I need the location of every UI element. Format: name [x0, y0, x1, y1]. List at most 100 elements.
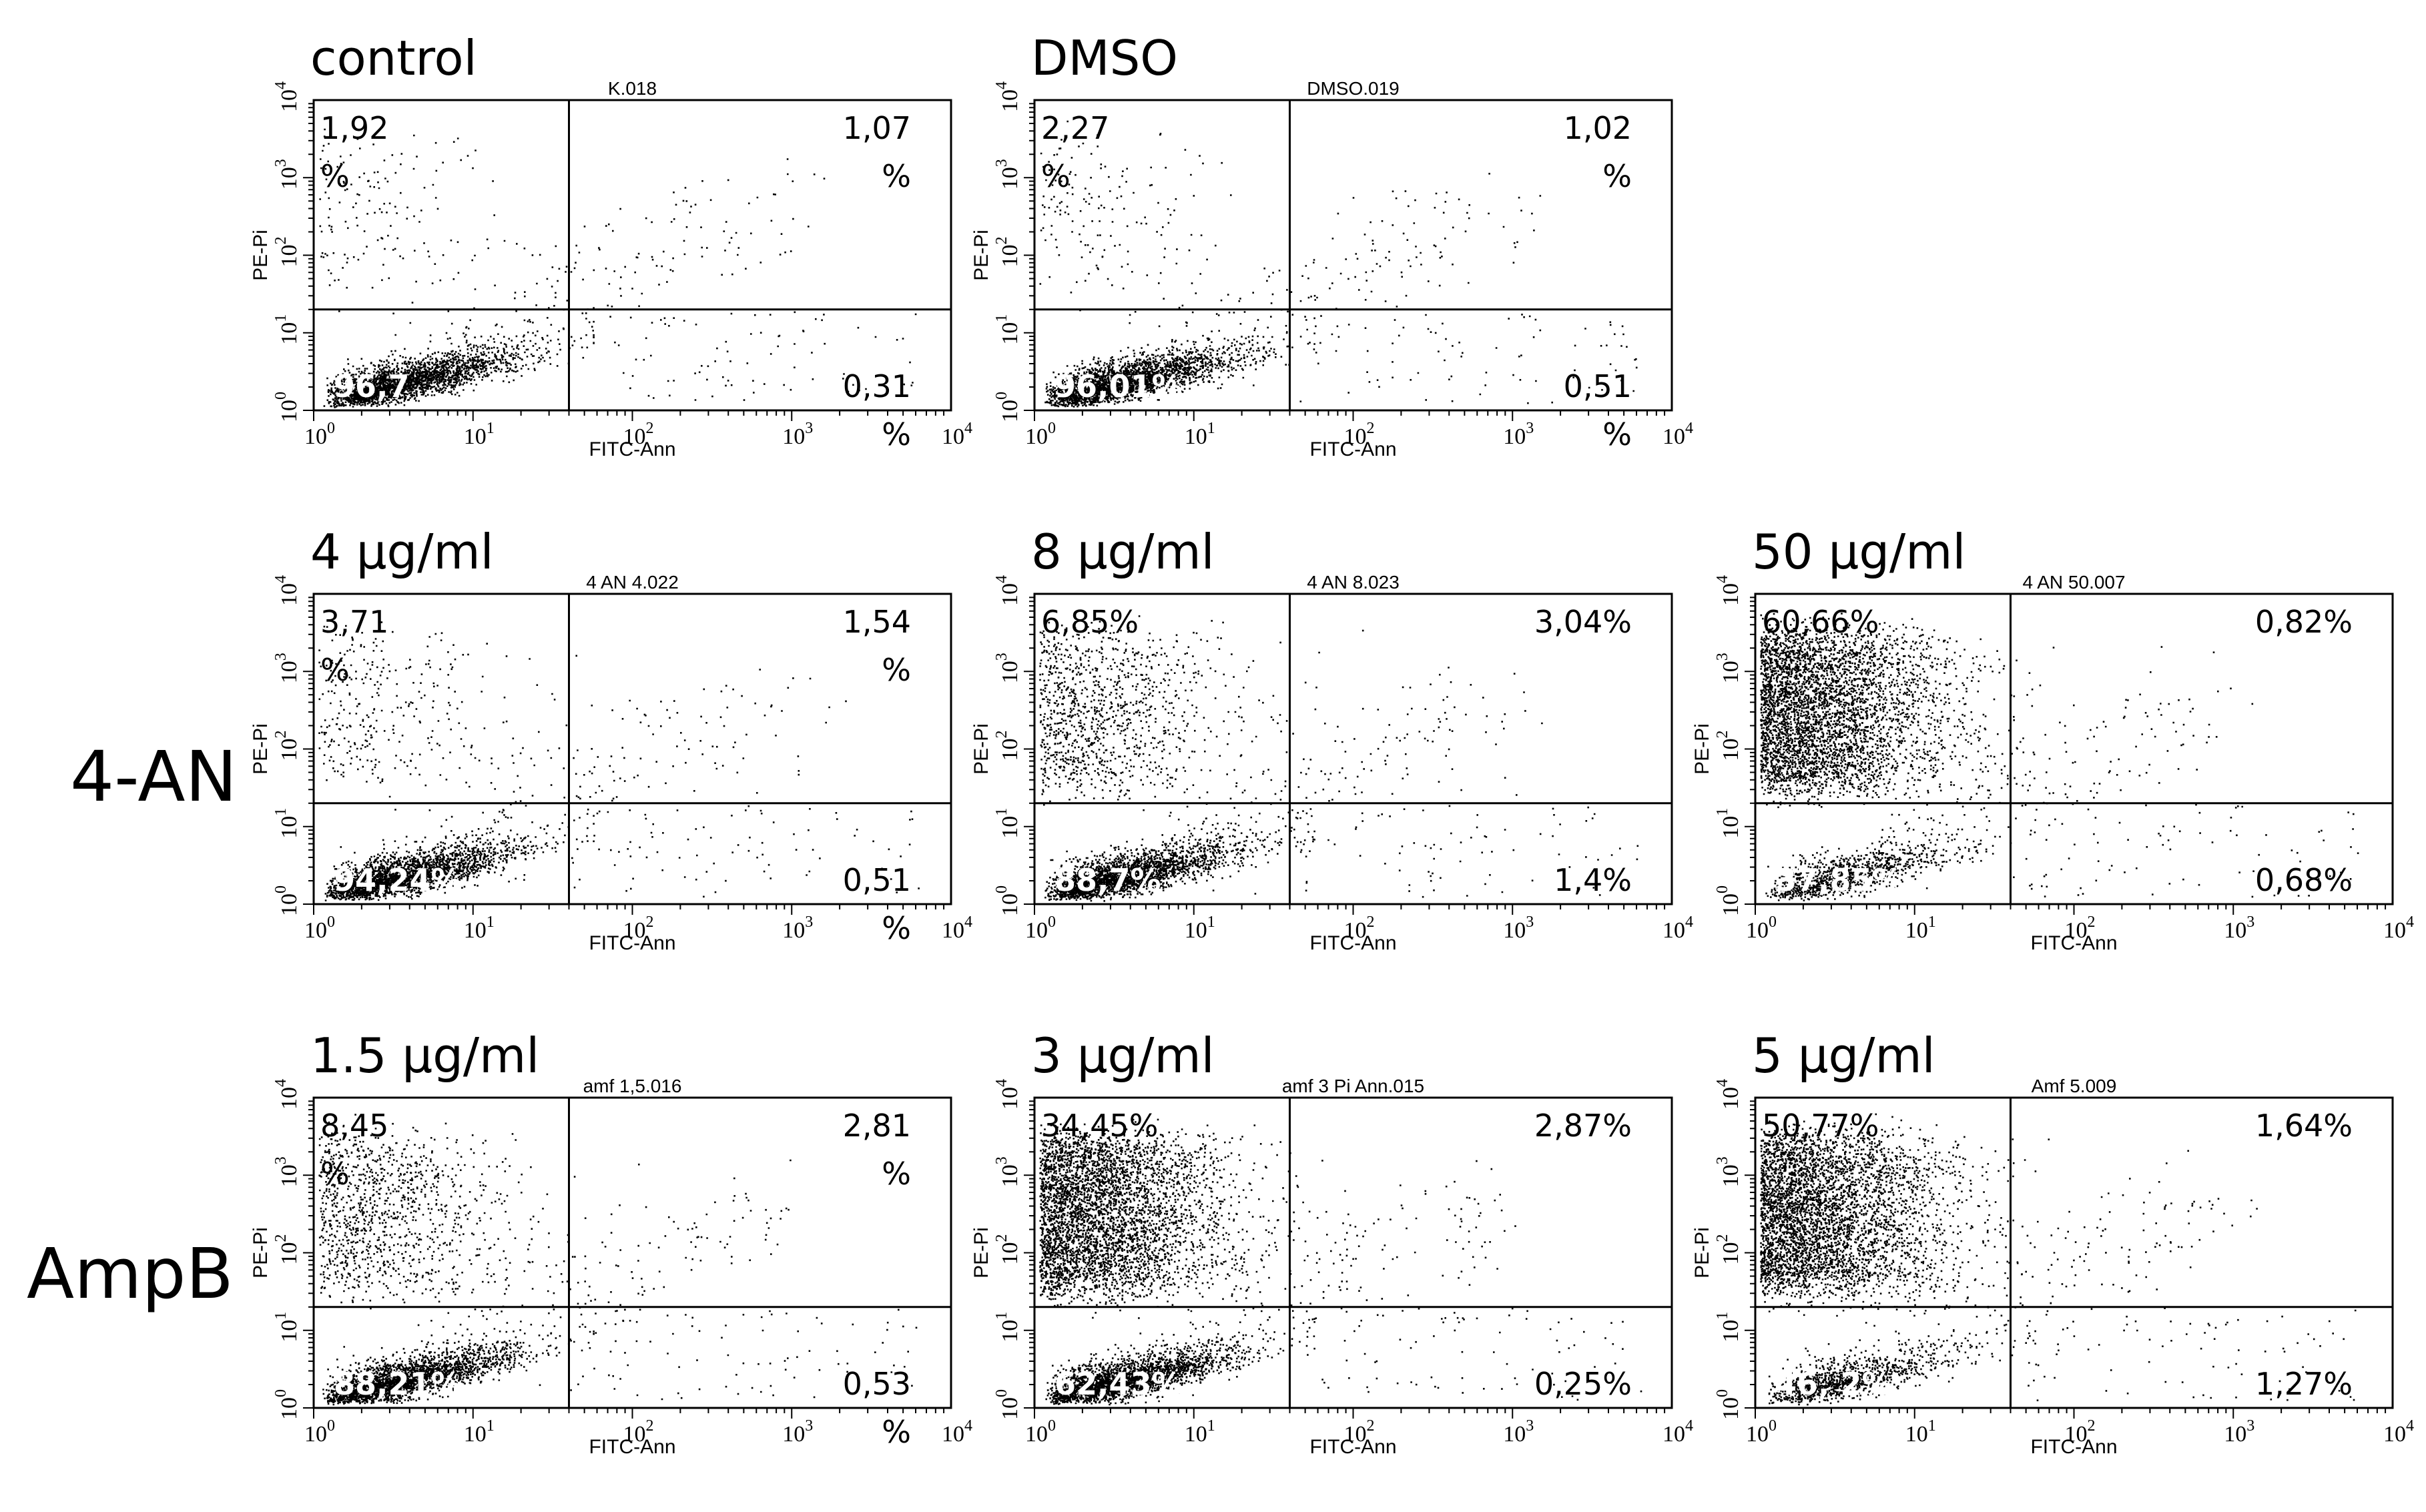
plot-3-x-tick-label: 104 — [942, 913, 972, 943]
plot-1-x-tick-label: 104 — [942, 420, 972, 449]
plot-3-y-tick-label: 103 — [272, 653, 302, 683]
plot-4-frame — [1033, 593, 1673, 905]
plot-7-y-tick-label: 103 — [993, 1156, 1022, 1187]
plot-5-y-tick-label: 102 — [1714, 731, 1743, 761]
plot-7-events — [1039, 1114, 1642, 1406]
plot-1-event-dots — [319, 128, 917, 408]
plot-1-x-tick-label: 100 — [304, 420, 335, 449]
plot-1-x-tick-label: 101 — [464, 420, 495, 449]
plot-2-x-tick-label: 100 — [1025, 420, 1056, 449]
plot-8-ticks — [1745, 1100, 2387, 1419]
plot-1-events — [319, 128, 917, 408]
plot-7-ticks — [1024, 1100, 1666, 1419]
plot-2: DMSO DMSO.019 100 101 102 103 104 100 101 102 103 1… — [970, 30, 1693, 460]
plot-5-x-tick-label: 104 — [2383, 913, 2414, 943]
plot-2-x-tick-label: 104 — [1662, 420, 1693, 449]
plot-7-y-tick-label: 101 — [993, 1312, 1022, 1343]
plot-7-condition-label: 3 µg/ml — [1031, 1028, 1215, 1084]
plot-8-y-tick-label: 102 — [1714, 1234, 1743, 1265]
plot-4-title: 4 AN 8.023 — [1307, 572, 1400, 593]
plot-5-event-dots — [1760, 613, 2359, 901]
plot-4-y-tick-label: 102 — [993, 731, 1022, 761]
plot-5-quadrant-lower-left: 37,85% — [1775, 862, 1903, 898]
plot-2-x-tick-label: 103 — [1503, 420, 1534, 449]
plot-5-quadrant-upper-left: 60,66% — [1762, 604, 1879, 640]
plot-4-y-axis-label: PE-Pi — [970, 723, 992, 775]
plot-2-y-tick-label: 100 — [993, 392, 1022, 422]
plot-5-y-tick-label: 100 — [1714, 885, 1743, 916]
plot-5-events — [1760, 613, 2359, 901]
plot-6-y-tick-label: 104 — [272, 1079, 302, 1110]
plot-6-y-tick-label: 100 — [272, 1389, 302, 1420]
plot-2-x-tick-label: 102 — [1344, 420, 1375, 449]
plot-7-quadrant-upper-left: 34,45% — [1041, 1108, 1158, 1144]
plot-8-quadrant-lower-left: 46, 2% — [1775, 1366, 1893, 1402]
plot-4-quadrant-lower-right: 1,4% — [1554, 862, 1632, 898]
plot-2-frame — [1033, 99, 1673, 412]
plot-8-x-axis-label: FITC-Ann — [2030, 1436, 2117, 1458]
plot-3-x-tick-label: 102 — [623, 913, 654, 943]
plot-4-y-tick-label: 100 — [993, 885, 1022, 916]
plot-2-y-axis-label: PE-Pi — [970, 230, 992, 281]
plot-7-y-tick-label: 104 — [993, 1079, 1022, 1110]
plot-7-quadrant-lower-left: 62,43% — [1054, 1366, 1183, 1402]
plot-8-events — [1760, 1113, 2357, 1406]
plot-5-title: 4 AN 50.007 — [2022, 572, 2125, 593]
plot-6-y-axis-label: PE-Pi — [250, 1227, 272, 1278]
plot-1-quadrant-lower-right: 0,31% — [843, 368, 911, 452]
plot-4-y-tick-label: 104 — [993, 575, 1022, 606]
plot-1-x-tick-label: 103 — [782, 420, 813, 449]
plot-8: 5 µg/ml Amf 5.009 100 101 102 103 104 100 101 102… — [1691, 1028, 2414, 1458]
plot-1-quadrant-lower-left: 96,7 — [334, 368, 410, 404]
plot-7-x-tick-label: 103 — [1503, 1417, 1534, 1447]
plot-6-y-tick-label: 102 — [272, 1234, 302, 1265]
plot-4-events — [1039, 615, 1639, 902]
plot-1-ticks — [303, 103, 945, 421]
plot-5-x-axis-label: FITC-Ann — [2030, 932, 2117, 954]
plot-6-x-tick-label: 102 — [623, 1417, 654, 1447]
plot-7-x-tick-label: 100 — [1025, 1417, 1056, 1447]
plot-1-y-tick-label: 101 — [272, 314, 302, 345]
plot-1-condition-label: control — [310, 30, 477, 86]
plot-3: 4 µg/ml 4 AN 4.022 100 101 102 103 104 100 101 10… — [250, 524, 972, 954]
plot-4-x-tick-label: 102 — [1344, 913, 1375, 943]
plot-5-x-tick-label: 101 — [1905, 913, 1936, 943]
plot-3-y-tick-label: 102 — [272, 731, 302, 761]
plot-1-y-tick-label: 102 — [272, 237, 302, 268]
plot-6-y-tick-label: 101 — [272, 1312, 302, 1343]
plot-2-y-tick-label: 104 — [993, 81, 1022, 112]
plot-8-y-tick-label: 101 — [1714, 1312, 1743, 1343]
plot-2-quadrant-lower-right: 0,51% — [1564, 368, 1632, 452]
plot-5-x-tick-label: 100 — [1746, 913, 1777, 943]
plot-2-title: DMSO.019 — [1307, 78, 1400, 99]
plot-3-quadrant-lower-right: 0,51% — [843, 862, 911, 946]
plot-1-y-axis-label: PE-Pi — [250, 230, 272, 281]
plot-2-quadrant-upper-left: 2,27% — [1041, 110, 1109, 194]
plot-2-event-dots — [1039, 120, 1638, 408]
plot-3-title: 4 AN 4.022 — [586, 572, 679, 593]
plot-2-y-tick-label: 103 — [993, 159, 1022, 190]
plot-3-event-dots — [318, 621, 920, 901]
plot-3-quadrant-upper-right: 1,54% — [843, 604, 911, 688]
plot-5-condition-label: 50 µg/ml — [1752, 524, 1965, 580]
plot-4-quadrant-lower-left: 88,7% — [1054, 862, 1161, 898]
plot-6-event-dots — [318, 1114, 918, 1406]
plot-3-events — [318, 621, 920, 901]
plot-1-y-tick-label: 100 — [272, 392, 302, 422]
plot-7-x-tick-label: 102 — [1344, 1417, 1375, 1447]
plot-7-x-axis-label: FITC-Ann — [1309, 1436, 1396, 1458]
plot-5-y-tick-label: 104 — [1714, 575, 1743, 606]
plot-3-ticks — [303, 597, 945, 915]
plot-5-quadrant-upper-right: 0,82% — [2255, 604, 2353, 640]
plot-7-quadrant-upper-right: 2,87% — [1534, 1108, 1632, 1144]
plot-6-quadrant-upper-left: 8,45% — [320, 1108, 388, 1192]
plot-5: 50 µg/ml 4 AN 50.007 100 101 102 103 104 100 101… — [1691, 524, 2414, 954]
plot-4-x-tick-label: 104 — [1662, 913, 1693, 943]
row-label-4an: 4-AN — [70, 736, 237, 817]
plot-4-ticks — [1024, 597, 1666, 915]
plot-4: 8 µg/ml 4 AN 8.023 100 101 102 103 104 100 101 10… — [970, 524, 1693, 954]
plot-2-quadrant-lower-left: 96,01% — [1054, 368, 1183, 404]
plot-7-quadrant-lower-right: 0,25% — [1534, 1366, 1632, 1402]
